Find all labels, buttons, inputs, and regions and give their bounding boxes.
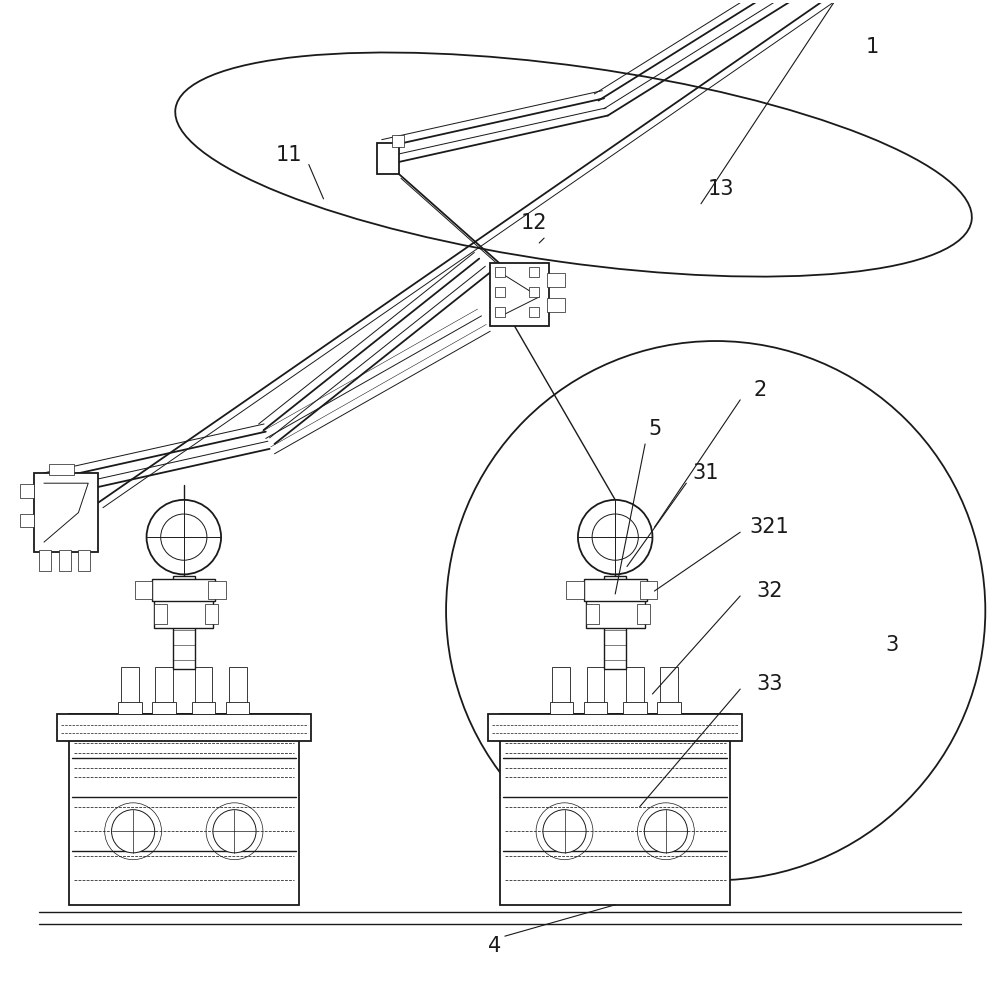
Bar	[121, 667, 139, 714]
Bar	[495, 267, 505, 277]
Bar	[584, 580, 647, 600]
Bar	[57, 714, 311, 741]
Text: 2: 2	[753, 380, 766, 400]
Bar	[637, 604, 650, 623]
Bar	[566, 581, 584, 599]
Circle shape	[644, 810, 687, 853]
Bar	[490, 262, 549, 326]
Bar	[657, 702, 681, 714]
Bar	[587, 667, 604, 714]
Bar	[552, 667, 570, 714]
Circle shape	[147, 500, 221, 575]
Text: 32: 32	[756, 581, 783, 601]
Text: 31: 31	[693, 463, 719, 483]
Circle shape	[213, 810, 256, 853]
Bar	[640, 581, 657, 599]
Text: 1: 1	[866, 36, 879, 57]
Bar	[59, 550, 71, 572]
Bar	[20, 514, 34, 528]
Bar	[226, 702, 249, 714]
Bar	[623, 702, 647, 714]
Bar	[547, 298, 565, 312]
Bar	[495, 307, 505, 317]
Text: 3: 3	[886, 635, 899, 655]
Bar	[377, 143, 399, 175]
Bar	[69, 714, 299, 905]
Bar	[660, 667, 678, 714]
Bar	[488, 714, 742, 741]
Bar	[155, 667, 173, 714]
Bar	[34, 473, 98, 552]
Bar	[586, 604, 599, 623]
Bar	[20, 484, 34, 498]
Bar	[78, 550, 90, 572]
Bar	[152, 580, 215, 600]
Bar	[205, 604, 218, 623]
Text: 12: 12	[521, 213, 548, 234]
Bar	[152, 702, 176, 714]
Circle shape	[578, 500, 652, 575]
Bar	[154, 604, 167, 623]
Bar	[49, 463, 74, 475]
Bar	[392, 135, 404, 147]
Circle shape	[161, 514, 207, 560]
Circle shape	[543, 810, 586, 853]
Bar	[586, 600, 645, 627]
Bar	[37, 475, 61, 510]
Circle shape	[112, 810, 155, 853]
Bar	[500, 714, 730, 905]
Bar	[550, 702, 573, 714]
Bar	[529, 287, 539, 297]
Bar	[208, 581, 226, 599]
Text: 4: 4	[488, 936, 502, 956]
Bar	[529, 267, 539, 277]
Bar	[229, 667, 247, 714]
Bar	[495, 287, 505, 297]
Bar	[173, 577, 195, 669]
Text: 33: 33	[756, 674, 783, 694]
Bar	[195, 667, 212, 714]
Text: 11: 11	[276, 145, 302, 165]
Bar	[135, 581, 152, 599]
Circle shape	[592, 514, 638, 560]
Bar	[584, 702, 607, 714]
Bar	[604, 577, 626, 669]
Bar	[626, 667, 644, 714]
Text: 321: 321	[750, 518, 789, 537]
Bar	[39, 550, 51, 572]
Bar	[118, 702, 142, 714]
Bar	[192, 702, 215, 714]
Bar	[547, 273, 565, 287]
Bar	[529, 307, 539, 317]
Bar	[154, 600, 213, 627]
Text: 5: 5	[648, 419, 662, 440]
Text: 13: 13	[707, 179, 734, 199]
